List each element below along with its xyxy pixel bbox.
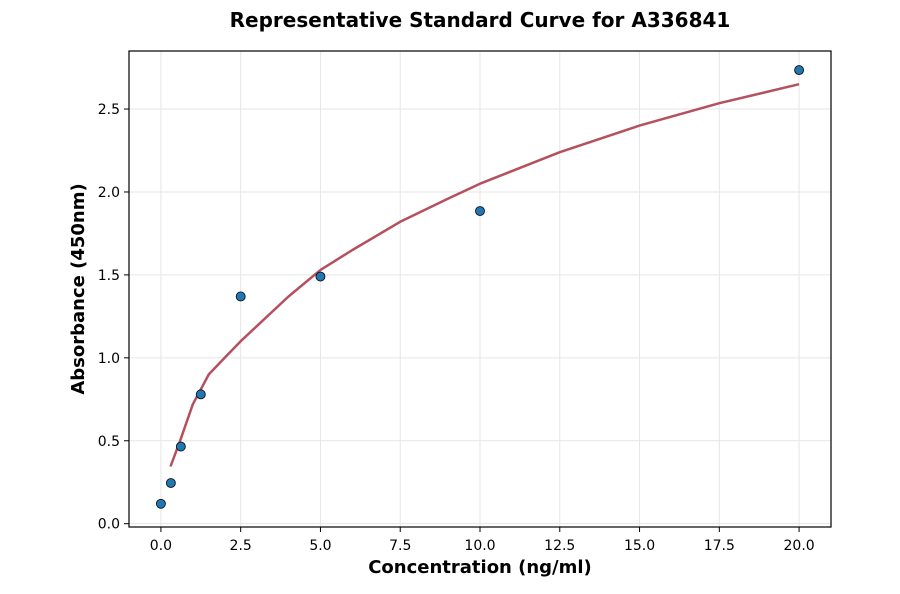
x-tick-label: 17.5 xyxy=(704,538,735,554)
data-point xyxy=(235,291,246,302)
data-point xyxy=(175,441,186,452)
x-tick-label: 2.5 xyxy=(230,538,252,554)
y-tick-label: 2.5 xyxy=(98,102,120,118)
x-axis-label: Concentration (ng/ml) xyxy=(368,557,592,578)
x-tick-label: 10.0 xyxy=(464,538,495,554)
x-axis-ticks: 0.0 2.5 5.0 7.5 10.0 12.5 15.0 17.5 20.0 xyxy=(150,527,815,554)
y-tick-label: 2.0 xyxy=(98,185,120,201)
y-axis-ticks: 0.0 0.5 1.0 1.5 2.0 2.5 xyxy=(98,102,129,533)
fit-curve-layer xyxy=(169,82,800,467)
data-point xyxy=(794,65,805,76)
x-tick-label: 20.0 xyxy=(784,538,815,554)
data-point xyxy=(155,498,166,509)
chart-title: Representative Standard Curve for A33684… xyxy=(229,8,731,32)
y-tick-label: 0.5 xyxy=(98,434,120,450)
x-tick-label: 0.0 xyxy=(150,538,172,554)
data-point xyxy=(315,271,326,282)
fit-curve xyxy=(169,82,800,467)
x-tick-label: 5.0 xyxy=(309,538,331,554)
data-point xyxy=(475,206,485,216)
data-points-layer xyxy=(155,65,805,509)
grid-layer xyxy=(129,51,831,527)
y-tick-label: 0.0 xyxy=(98,517,120,533)
x-tick-label: 15.0 xyxy=(624,538,655,554)
y-axis-label: Absorbance (450nm) xyxy=(68,183,89,394)
data-point xyxy=(195,389,206,400)
data-point xyxy=(165,478,176,488)
y-tick-label: 1.0 xyxy=(98,351,120,367)
x-tick-label: 7.5 xyxy=(389,538,411,554)
x-tick-label: 12.5 xyxy=(544,538,575,554)
y-tick-label: 1.5 xyxy=(98,268,120,284)
